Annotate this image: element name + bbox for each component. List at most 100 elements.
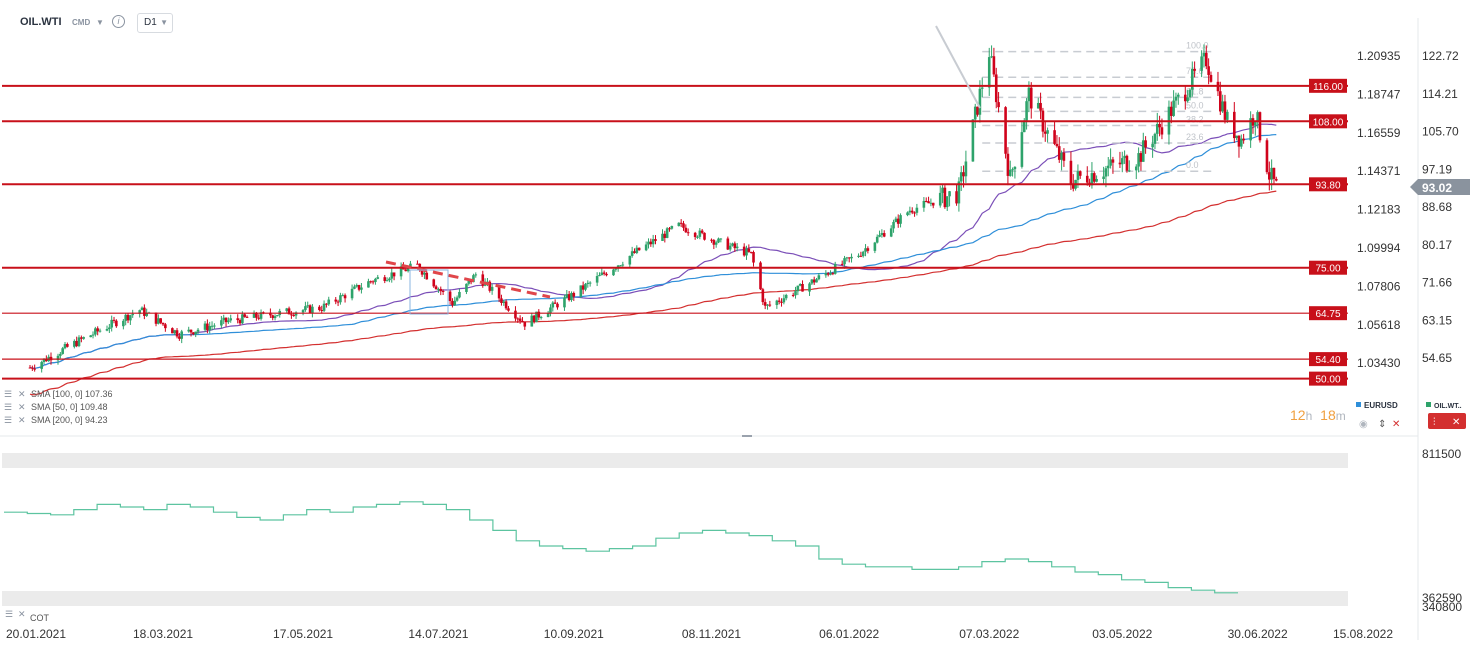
candle-body (1254, 121, 1257, 126)
indicator-label: SMA [100, 0] 107.36 (31, 389, 113, 399)
candle-body (777, 300, 781, 302)
level-label: 64.75 (1315, 309, 1340, 320)
close-icon[interactable]: ✕ (18, 609, 26, 619)
candle-body (441, 291, 445, 293)
drawing-tools[interactable] (385, 25, 981, 315)
candle-body (122, 320, 125, 327)
candles-icon[interactable]: ⫶ (1433, 417, 1436, 428)
settings-icon: ☰ (4, 415, 12, 425)
overlay-eurusd-label: EURUSD (1364, 401, 1398, 410)
candle-body (682, 223, 685, 228)
swap-icon[interactable]: ⇕ (1378, 419, 1386, 430)
fibonacci-retracement[interactable]: 100.078.661.850.038.223.60.0 (982, 41, 1214, 172)
chevron-down-icon: ▼ (160, 18, 168, 27)
settings-icon[interactable]: ☰ (5, 609, 13, 619)
candle-body (668, 228, 671, 230)
candle-body (390, 272, 394, 279)
candle-body (257, 317, 261, 319)
candle-body (710, 239, 713, 241)
price-axis: 122.72 114.21 105.70 97.19 88.68 80.17 71.66 63… (1422, 49, 1459, 365)
candle-body (1078, 171, 1082, 176)
candle-body (376, 277, 380, 279)
candle-body (451, 301, 454, 306)
candle-body (850, 256, 853, 259)
candle-body (1090, 173, 1094, 186)
candle-body (89, 335, 92, 338)
candle-body (322, 303, 326, 311)
candle-body (420, 270, 424, 275)
candle-body (157, 318, 160, 324)
eye-icon[interactable]: ◉ (1359, 419, 1368, 430)
candle-body (735, 246, 739, 249)
candle-body (1008, 169, 1012, 176)
candle-body (455, 297, 459, 301)
candle-body (63, 344, 67, 349)
overlay-oil[interactable]: OIL.WT.. ⫶ ✕ (1426, 402, 1466, 429)
candle-body (990, 56, 993, 58)
secondary-axis-label: 1.18747 (1357, 87, 1401, 101)
candle-body (1151, 143, 1154, 148)
candle-body (474, 274, 478, 276)
candle-body (318, 306, 321, 311)
candle-body (357, 285, 361, 290)
sma-line (29, 123, 1277, 370)
price-axis-label: 63.15 (1422, 313, 1452, 327)
candle-body (383, 277, 387, 281)
cot-line (4, 501, 1238, 594)
candle-body (1120, 158, 1124, 165)
time-axis-label: 14.07.2021 (408, 627, 468, 641)
candle-body (1218, 91, 1222, 112)
close-icon[interactable]: ✕ (1452, 417, 1460, 428)
candle-body (516, 318, 520, 320)
trend-line (935, 25, 981, 109)
candle-body (1039, 102, 1042, 111)
candle-body (922, 200, 926, 208)
candle-body (906, 212, 909, 216)
candle-body (229, 318, 233, 321)
candle-body (1060, 152, 1063, 160)
candle-body (1011, 169, 1014, 171)
indicator-legend[interactable]: ☰ ✕ SMA [100, 0] 107.36 ☰ ✕ SMA [50, 0] 109.4… (4, 389, 113, 425)
candle-body (693, 232, 697, 237)
level-tag (1309, 114, 1347, 129)
candle-body (595, 276, 599, 283)
candle-body (700, 230, 704, 233)
candle-body (661, 233, 664, 241)
candle-body (537, 311, 541, 318)
candle-body (1223, 101, 1227, 120)
candle-body (962, 172, 965, 177)
candle-body (392, 272, 396, 277)
candle-body (243, 314, 247, 317)
candle-body (194, 331, 198, 335)
candle-body (570, 292, 573, 301)
level-label: 75.00 (1315, 264, 1340, 275)
candle-body (665, 228, 669, 238)
candle-body (1006, 153, 1010, 176)
overlay-eurusd[interactable]: EURUSD ◉ ⇕ ✕ (1356, 401, 1400, 430)
panel-resize-handle[interactable] (742, 435, 752, 437)
chevron-down-icon[interactable]: ▼ (96, 18, 104, 27)
candle-body (334, 299, 338, 302)
symbol-name[interactable]: OIL.WTI (20, 16, 62, 28)
candlesticks (28, 44, 1278, 373)
timeframe-select[interactable]: D1 ▼ (137, 13, 173, 33)
candle-body (1240, 138, 1243, 147)
candle-body (651, 239, 655, 245)
horizontal-levels[interactable]: 116.00 108.00 93.80 75.00 64.75 54.40 50.00 (2, 78, 1348, 386)
candle-body (1055, 143, 1059, 147)
candle-body (532, 315, 536, 323)
candle-body (684, 227, 688, 233)
candle-body (208, 326, 212, 331)
candle-body (866, 248, 870, 251)
candle-body (308, 305, 312, 313)
last-price-tag: 93.02 (1410, 179, 1470, 195)
candle-body (945, 196, 949, 208)
info-icon[interactable]: i (112, 15, 125, 28)
close-icon: ✕ (18, 415, 26, 425)
secondary-axis-label: 1.12183 (1357, 203, 1401, 217)
sma-lines (29, 123, 1277, 396)
candle-body (1242, 138, 1245, 141)
close-icon[interactable]: ✕ (1392, 419, 1400, 430)
candle-body (355, 285, 359, 287)
